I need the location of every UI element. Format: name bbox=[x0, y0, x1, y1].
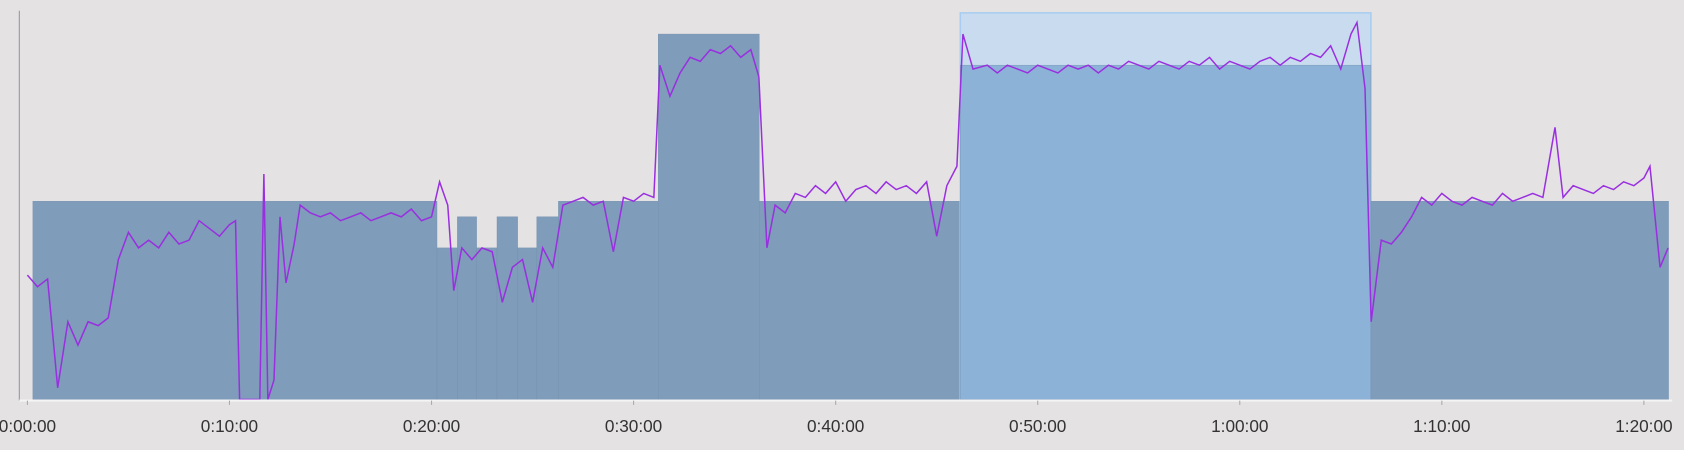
interval bbox=[759, 201, 961, 400]
interval bbox=[436, 247, 458, 400]
interval bbox=[558, 201, 659, 400]
power-line bbox=[26, 19, 1669, 401]
x-tick-label: 0:30:00 bbox=[605, 416, 662, 436]
interval bbox=[457, 216, 477, 400]
x-tick-label: 0:10:00 bbox=[201, 416, 258, 436]
interval bbox=[536, 216, 559, 400]
x-tick-label: 0:00:00 bbox=[0, 416, 56, 436]
x-tick-label: 0:40:00 bbox=[807, 416, 864, 436]
x-tick-label: 1:10:00 bbox=[1413, 416, 1470, 436]
interval bbox=[32, 201, 438, 400]
interval bbox=[960, 64, 1372, 400]
x-tick-label: 0:50:00 bbox=[1009, 416, 1066, 436]
x-tick-label: 1:20:00 bbox=[1615, 416, 1672, 436]
interval bbox=[517, 247, 538, 400]
interval bbox=[1370, 201, 1669, 400]
x-tick-label: 0:20:00 bbox=[403, 416, 460, 436]
interval bbox=[496, 216, 518, 400]
x-tick-label: 1:00:00 bbox=[1211, 416, 1268, 436]
interval bbox=[476, 247, 498, 400]
